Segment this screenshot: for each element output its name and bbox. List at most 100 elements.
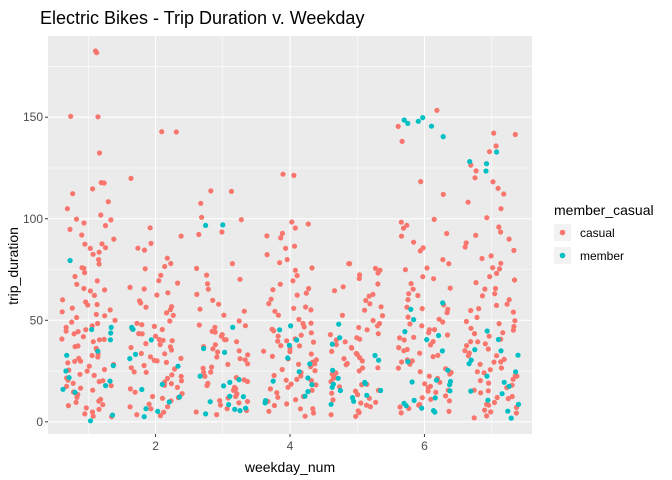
data-point-casual (356, 275, 362, 282)
data-point-casual (212, 342, 218, 348)
data-point-casual (498, 359, 504, 365)
data-point-member (262, 400, 268, 406)
chart-title: Electric Bikes - Trip Duration v. Weekda… (40, 8, 364, 28)
legend-title: member_casual (554, 202, 654, 218)
data-point-casual (498, 260, 504, 266)
data-point-casual (102, 287, 108, 293)
data-point-casual (308, 351, 314, 357)
data-point-casual (506, 236, 512, 242)
data-point-member (67, 257, 73, 264)
data-point-member (415, 118, 421, 124)
data-point-casual (284, 338, 290, 344)
data-point-casual (91, 292, 97, 298)
data-point-casual (82, 270, 88, 276)
data-point-casual (275, 333, 281, 339)
data-point-casual (267, 386, 273, 392)
data-point-casual (463, 240, 469, 246)
data-point-casual (305, 221, 311, 227)
data-point-casual (404, 304, 410, 310)
data-point-member (408, 306, 414, 312)
data-point-casual (331, 288, 338, 294)
data-point-casual (221, 312, 227, 318)
y-tick-label: 0 (36, 415, 43, 429)
data-point-casual (511, 247, 517, 253)
data-point-casual (90, 186, 96, 192)
data-point-casual (419, 323, 425, 329)
data-point-casual (514, 373, 520, 379)
data-point-casual (73, 399, 79, 405)
data-point-casual (274, 390, 280, 396)
data-point-casual (157, 341, 163, 348)
data-point-casual (482, 341, 488, 347)
data-point-casual (217, 402, 224, 408)
data-point-casual (444, 310, 450, 316)
data-point-casual (446, 398, 452, 404)
data-point-casual (100, 402, 106, 408)
data-point-casual (289, 219, 295, 225)
data-point-member (143, 406, 149, 412)
x-tick-label: 2 (152, 439, 159, 453)
data-point-casual (224, 406, 230, 412)
data-point-casual (370, 317, 376, 324)
data-point-casual (87, 288, 93, 294)
data-point-casual (99, 241, 105, 247)
data-point-casual (178, 378, 185, 384)
data-point-casual (77, 371, 83, 377)
data-point-casual (419, 395, 425, 401)
data-point-casual (208, 188, 214, 194)
data-point-casual (161, 409, 167, 415)
data-point-casual (310, 410, 317, 416)
data-point-casual (431, 327, 438, 333)
data-point-casual (482, 286, 488, 292)
data-point-casual (101, 336, 107, 342)
data-point-casual (488, 253, 494, 259)
data-point-casual (411, 334, 417, 340)
data-point-casual (65, 360, 71, 366)
data-point-casual (500, 330, 506, 336)
data-point-casual (83, 405, 89, 411)
data-point-casual (87, 245, 93, 251)
data-point-casual (156, 278, 162, 284)
data-point-casual (165, 404, 171, 410)
data-point-member (411, 317, 417, 323)
data-point-casual (278, 343, 284, 349)
data-point-casual (279, 230, 285, 236)
data-point-casual (496, 321, 502, 327)
data-point-casual (60, 297, 66, 303)
data-point-member (372, 352, 378, 359)
data-point-casual (63, 324, 69, 330)
data-point-casual (360, 365, 366, 371)
data-point-casual (64, 206, 70, 212)
data-point-casual (479, 293, 485, 299)
data-point-casual (433, 389, 439, 395)
data-point-member (139, 386, 145, 393)
data-point-member (63, 368, 69, 374)
y-tick-label: 100 (23, 212, 43, 226)
data-point-casual (374, 323, 381, 329)
data-point-casual (472, 175, 478, 181)
data-point-casual (510, 376, 516, 382)
data-point-casual (135, 245, 141, 251)
data-point-casual (170, 312, 176, 318)
data-point-casual (498, 365, 504, 371)
data-point-casual (78, 358, 84, 364)
data-point-member (513, 369, 519, 375)
data-point-casual (159, 129, 165, 135)
data-point-casual (138, 350, 144, 357)
data-point-casual (424, 265, 430, 271)
data-point-casual (173, 129, 179, 135)
data-point-casual (107, 307, 113, 313)
data-point-casual (329, 390, 335, 396)
data-point-casual (269, 353, 275, 359)
data-point-casual (209, 364, 215, 370)
data-point-casual (375, 281, 381, 287)
data-point-casual (478, 390, 484, 396)
data-point-member (87, 418, 94, 424)
data-point-member (288, 323, 294, 329)
data-point-member (222, 349, 228, 355)
data-point-member (445, 367, 451, 373)
data-point-casual (169, 372, 175, 378)
data-point-casual (290, 278, 296, 284)
data-point-casual (358, 400, 364, 406)
data-point-member (498, 348, 504, 354)
